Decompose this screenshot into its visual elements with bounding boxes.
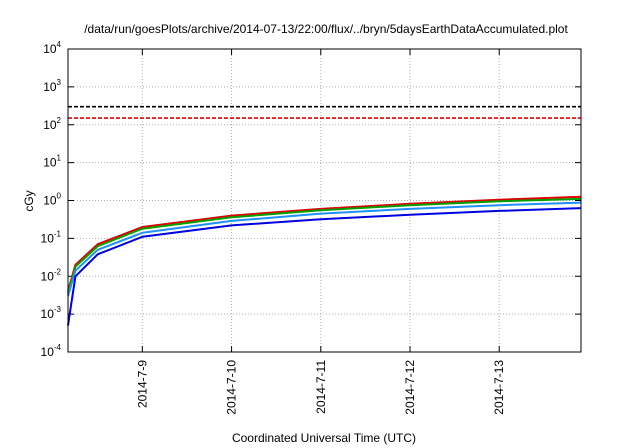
plot-frame xyxy=(67,48,582,353)
y-tick-label: 104 xyxy=(43,40,61,56)
x-axis-label: Coordinated Universal Time (UTC) xyxy=(232,431,416,445)
series-line xyxy=(67,207,582,326)
series-line xyxy=(67,197,582,294)
y-tick-label: 10-2 xyxy=(41,267,62,283)
grid xyxy=(68,48,581,353)
x-tick-label: 2014-7-11 xyxy=(314,360,328,414)
chart-title: /data/run/goesPlots/archive/2014-07-13/2… xyxy=(84,22,568,36)
series-line xyxy=(67,201,582,297)
series-lines xyxy=(67,195,582,326)
x-tick-label: 2014-7-9 xyxy=(135,360,149,408)
y-tick-label: 10-3 xyxy=(41,305,62,321)
y-tick-label: 103 xyxy=(43,78,61,94)
y-tick-label: 100 xyxy=(43,192,61,208)
x-tick-label: 2014-7-13 xyxy=(492,360,506,415)
y-tick-label: 10-4 xyxy=(41,343,62,359)
y-tick-label: 101 xyxy=(43,154,61,170)
y-tick-label: 102 xyxy=(43,116,61,132)
x-tick-label: 2014-7-10 xyxy=(225,360,239,415)
y-tick-label: 10-1 xyxy=(41,229,62,245)
x-tick-labels: 2014-7-9 2014-7-10 2014-7-11 2014-7-12 2014-… xyxy=(135,360,506,415)
x-tick-label: 2014-7-12 xyxy=(403,360,417,415)
y-axis-label: cGy xyxy=(22,190,36,211)
series-line xyxy=(67,195,582,292)
y-tick-labels: 104 103 102 101 100 10-1 10-2 10-3 10-4 xyxy=(41,40,62,359)
threshold-lines xyxy=(68,105,581,119)
